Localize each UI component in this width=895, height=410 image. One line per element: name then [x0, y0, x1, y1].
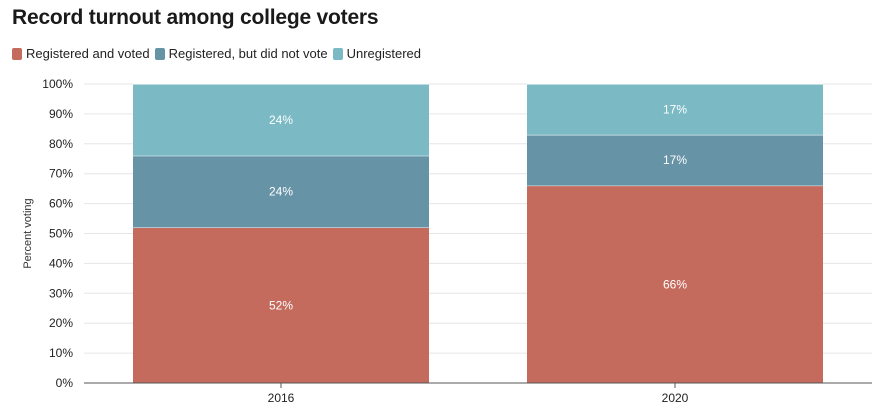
- bar-segment: [527, 134, 823, 186]
- bar-value-label: 52%: [269, 298, 293, 312]
- y-tick-label: 100%: [42, 77, 73, 91]
- legend-swatch: [154, 47, 165, 60]
- legend: Registered and voted Registered, but did…: [12, 46, 426, 61]
- y-tick-label: 0%: [56, 376, 74, 390]
- bar-segment: [133, 227, 429, 383]
- x-tick-label: 2020: [662, 391, 689, 405]
- bar-value-label: 24%: [269, 113, 293, 127]
- bar-value-label: 24%: [269, 185, 293, 199]
- chart-title: Record turnout among college voters: [12, 6, 379, 29]
- bar-value-label: 17%: [663, 153, 687, 167]
- bars: [133, 83, 823, 383]
- y-tick-label: 90%: [49, 107, 73, 121]
- legend-label: Unregistered: [346, 46, 422, 61]
- y-tick-label: 10%: [49, 346, 73, 360]
- legend-label: Registered, but did not vote: [168, 46, 328, 61]
- y-tick-label: 20%: [49, 316, 73, 330]
- y-tick-label: 70%: [49, 167, 73, 181]
- legend-item-registered-and-voted: Registered and voted: [12, 46, 150, 61]
- legend-swatch: [12, 47, 22, 60]
- x-tick-label: 2016: [268, 391, 295, 405]
- y-tick-label: 60%: [49, 197, 73, 211]
- y-tick-label: 30%: [49, 286, 73, 300]
- bar-segment: [133, 84, 429, 156]
- bar-value-label: 66%: [663, 277, 687, 291]
- legend-swatch: [332, 47, 343, 60]
- y-tick-label: 40%: [49, 256, 73, 270]
- bar-segment: [527, 84, 823, 135]
- bar-segment: [133, 155, 429, 228]
- bar-segment: [527, 185, 823, 383]
- x-axis-ticks: 2016 2020: [268, 383, 689, 405]
- bar-value-label: 17%: [663, 102, 687, 116]
- legend-item-unregistered: Unregistered: [332, 46, 422, 61]
- y-axis-ticks: 0% 10% 20% 30% 40% 50% 60% 70% 80% 90% 100%: [42, 77, 73, 390]
- legend-item-registered-not-voted: Registered, but did not vote: [154, 46, 328, 61]
- y-axis-label: Percent voting: [22, 198, 34, 268]
- legend-label: Registered and voted: [26, 46, 150, 61]
- y-tick-label: 80%: [49, 137, 73, 151]
- bar-labels: 52% 24% 24% 66% 17% 17%: [269, 102, 687, 312]
- y-tick-label: 50%: [49, 227, 73, 241]
